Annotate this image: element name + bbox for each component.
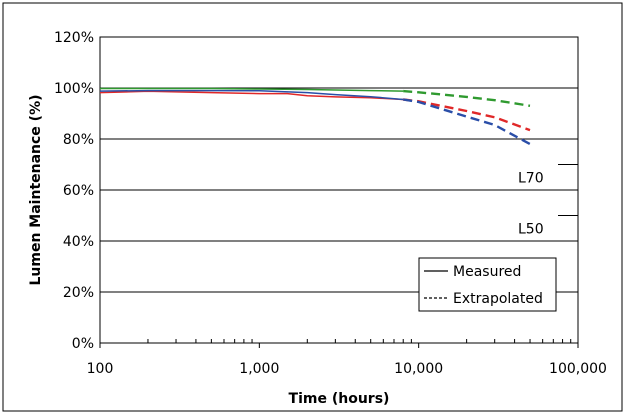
plot-area [99,36,579,344]
x-tick-label: 1,000 [239,361,279,377]
y-tick-label: 80% [63,132,94,148]
y-tick-label: 20% [63,285,94,301]
extrapolated-series-line [403,98,531,132]
annotation-label: L50 [518,222,544,238]
measured-series-line [100,87,404,92]
legend-extrapolated-label: Extrapolated [453,291,543,307]
measured-series-line [99,89,404,101]
axis-ticks: 0% 20% 40% 60% 80% 100% 120% 100 1,000 10,000 100,… [54,30,607,377]
y-tick-label: 40% [63,234,94,250]
annotation-label: L70 [518,171,544,187]
series-lines [99,87,531,146]
y-tick-label: 60% [63,183,94,199]
x-tick-label: 100,000 [549,361,607,377]
y-tick-label: 0% [72,336,94,352]
x-tick-label: 100 [87,361,114,377]
x-tick-label: 10,000 [394,361,443,377]
y-tick-label: 100% [54,81,94,97]
legend: Measured Extrapolated [418,257,557,312]
extrapolated-series-line [403,89,531,107]
measured-series-line [99,90,404,101]
legend-box [418,257,557,312]
chart-frame [2,2,623,412]
y-axis-title: Lumen Maintenance (%) [28,94,44,285]
x-axis-title: Time (hours) [289,391,390,407]
y-tick-label: 120% [54,30,94,46]
annotations: L70 L50 [518,164,578,238]
legend-measured-label: Measured [453,264,521,280]
